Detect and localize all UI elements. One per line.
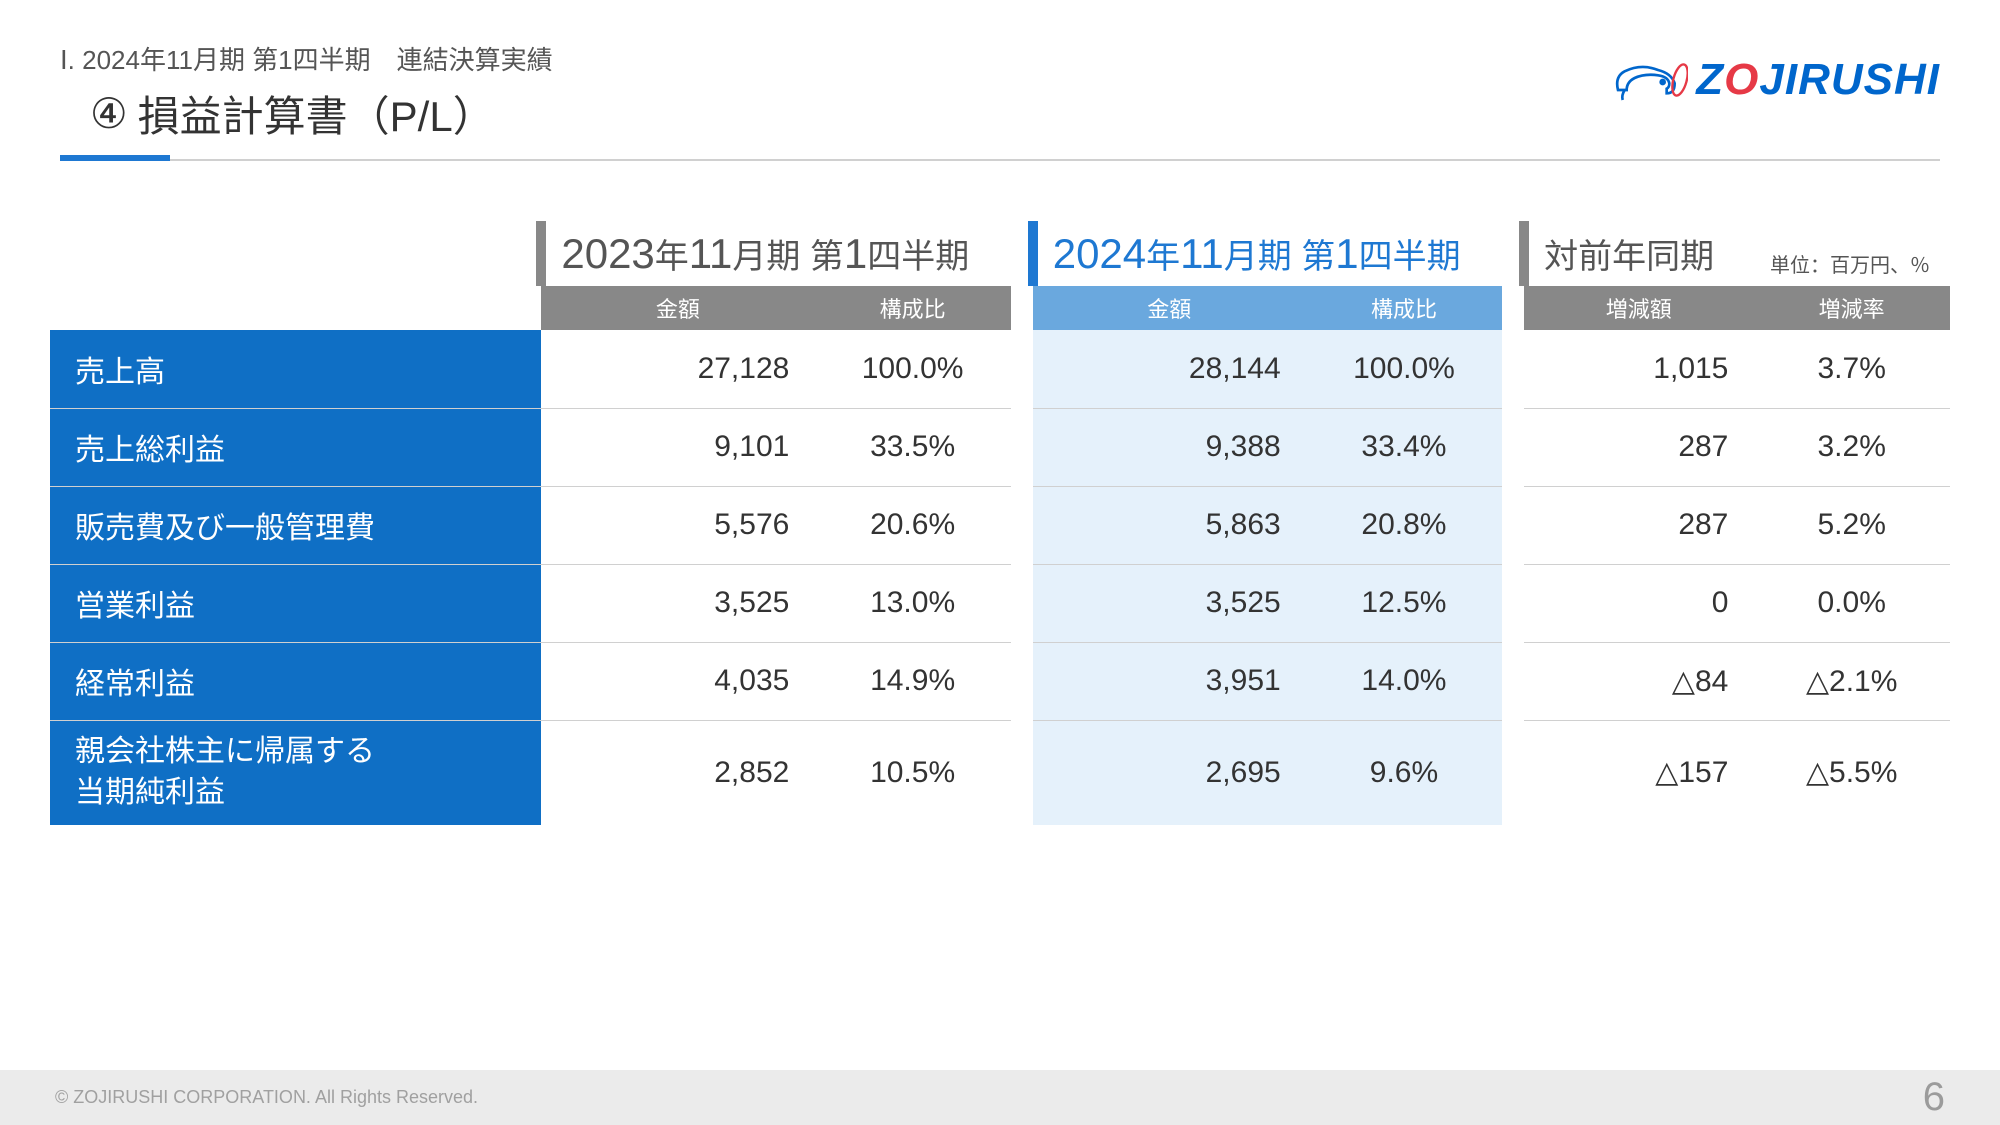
- table-row: 売上総利益9,10133.5% 9,38833.4% 2873.2%: [50, 408, 1950, 486]
- amount-prev: 5,576: [541, 486, 814, 564]
- amount-prev: 3,525: [541, 564, 814, 642]
- amount-curr: 2,695: [1033, 720, 1306, 825]
- sub-header-row: 金額 構成比 金額 構成比 増減額 増減率: [50, 286, 1950, 330]
- diff-rate: △5.5%: [1753, 720, 1950, 825]
- amount-curr: 5,863: [1033, 486, 1306, 564]
- title-underline: [60, 155, 170, 161]
- table-row: 販売費及び一般管理費5,57620.6% 5,86320.8% 2875.2%: [50, 486, 1950, 564]
- page-number: 6: [1923, 1075, 1945, 1120]
- subhdr-ratio-prev: 構成比: [814, 286, 1011, 330]
- page-title: 損益計算書（P/L）: [138, 83, 495, 144]
- subhdr-rate: 増減率: [1753, 286, 1950, 330]
- amount-curr: 28,144: [1033, 330, 1306, 408]
- ratio-curr: 20.8%: [1306, 486, 1503, 564]
- row-label: 販売費及び一般管理費: [50, 486, 541, 564]
- row-label: 売上総利益: [50, 408, 541, 486]
- diff-amount: 287: [1524, 408, 1753, 486]
- diff-amount: △157: [1524, 720, 1753, 825]
- table-row: 経常利益4,03514.9% 3,95114.0% △84△2.1%: [50, 642, 1950, 720]
- amount-prev: 9,101: [541, 408, 814, 486]
- unit-label: 単位：百万円、％: [1753, 221, 1950, 286]
- diff-amount: △84: [1524, 642, 1753, 720]
- footer-bar: © ZOJIRUSHI CORPORATION. All Rights Rese…: [0, 1070, 2000, 1125]
- diff-rate: 3.7%: [1753, 330, 1950, 408]
- period-header-row: 2023年11月期 第1四半期 2024年11月期 第1四半期 対前年同期 単位…: [50, 221, 1950, 286]
- diff-rate: △2.1%: [1753, 642, 1950, 720]
- diff-amount: 287: [1524, 486, 1753, 564]
- elephant-icon: [1608, 55, 1688, 105]
- ratio-curr: 9.6%: [1306, 720, 1503, 825]
- ratio-prev: 20.6%: [814, 486, 1011, 564]
- ratio-prev: 100.0%: [814, 330, 1011, 408]
- header-divider: [60, 159, 1940, 161]
- table-row: 営業利益3,52513.0%3,52512.5%00.0%: [50, 564, 1950, 642]
- period-prev: 2023年11月期 第1四半期: [541, 221, 1011, 286]
- row-label: 親会社株主に帰属する当期純利益: [50, 720, 541, 825]
- subhdr-ratio-curr: 構成比: [1306, 286, 1503, 330]
- amount-curr: 3,525: [1033, 564, 1306, 642]
- ratio-curr: 14.0%: [1306, 642, 1503, 720]
- subhdr-amount-prev: 金額: [541, 286, 814, 330]
- amount-curr: 3,951: [1033, 642, 1306, 720]
- period-comp: 対前年同期: [1524, 221, 1753, 286]
- ratio-curr: 100.0%: [1306, 330, 1503, 408]
- ratio-prev: 13.0%: [814, 564, 1011, 642]
- copyright: © ZOJIRUSHI CORPORATION. All Rights Rese…: [55, 1087, 478, 1108]
- ratio-curr: 33.4%: [1306, 408, 1503, 486]
- ratio-prev: 10.5%: [814, 720, 1011, 825]
- period-curr: 2024年11月期 第1四半期: [1033, 221, 1503, 286]
- ratio-curr: 12.5%: [1306, 564, 1503, 642]
- table-row: 売上高27,128100.0%28,144100.0%1,0153.7%: [50, 330, 1950, 408]
- amount-prev: 2,852: [541, 720, 814, 825]
- diff-amount: 0: [1524, 564, 1753, 642]
- amount-prev: 27,128: [541, 330, 814, 408]
- amount-curr: 9,388: [1033, 408, 1306, 486]
- row-label: 売上高: [50, 330, 541, 408]
- logo-text: ZOJIRUSHI: [1696, 55, 1940, 105]
- diff-rate: 5.2%: [1753, 486, 1950, 564]
- ratio-prev: 14.9%: [814, 642, 1011, 720]
- diff-rate: 0.0%: [1753, 564, 1950, 642]
- subhdr-diff: 増減額: [1524, 286, 1753, 330]
- diff-amount: 1,015: [1524, 330, 1753, 408]
- amount-prev: 4,035: [541, 642, 814, 720]
- brand-logo: ZOJIRUSHI: [1608, 55, 1940, 105]
- subhdr-amount-curr: 金額: [1033, 286, 1306, 330]
- pl-table: 2023年11月期 第1四半期 2024年11月期 第1四半期 対前年同期 単位…: [50, 221, 1950, 825]
- row-label: 経常利益: [50, 642, 541, 720]
- title-number: ④: [90, 89, 128, 138]
- table-row: 親会社株主に帰属する当期純利益2,85210.5%2,6959.6%△157△5…: [50, 720, 1950, 825]
- ratio-prev: 33.5%: [814, 408, 1011, 486]
- diff-rate: 3.2%: [1753, 408, 1950, 486]
- row-label: 営業利益: [50, 564, 541, 642]
